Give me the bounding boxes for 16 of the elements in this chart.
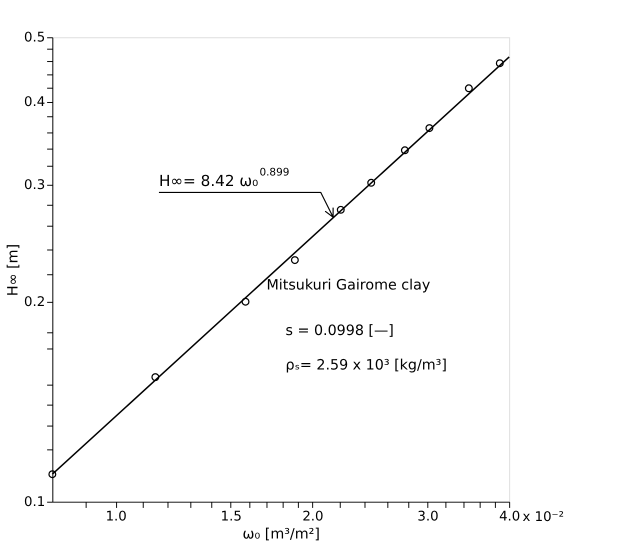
x-axis-title: ω₀ [m³/m²]: [242, 526, 320, 542]
annotation: s = 0.0998 [—]: [286, 323, 394, 340]
y-tick-label: 0.1: [24, 495, 46, 510]
annotation: Mitsukuri Gairome clay: [266, 277, 431, 294]
x-tick-label: 2.0: [302, 509, 324, 524]
y-tick-label: 0.5: [24, 30, 46, 46]
annotation: ρₛ= 2.59 x 10³ [kg/m³]: [286, 357, 447, 374]
x-tick-label: 4.0: [499, 509, 520, 524]
x-tick-label: 1.5: [220, 509, 242, 524]
text: x 10⁻²: [522, 510, 564, 525]
x-tick-label: 3.0: [417, 509, 439, 524]
x-tick-label: 1.0: [106, 509, 127, 524]
y-tick-label: 0.3: [24, 178, 46, 193]
y-axis-title: H∞ [m]: [5, 244, 22, 296]
y-tick-label: 0.4: [24, 94, 46, 110]
y-tick-label: 0.2: [24, 294, 46, 310]
